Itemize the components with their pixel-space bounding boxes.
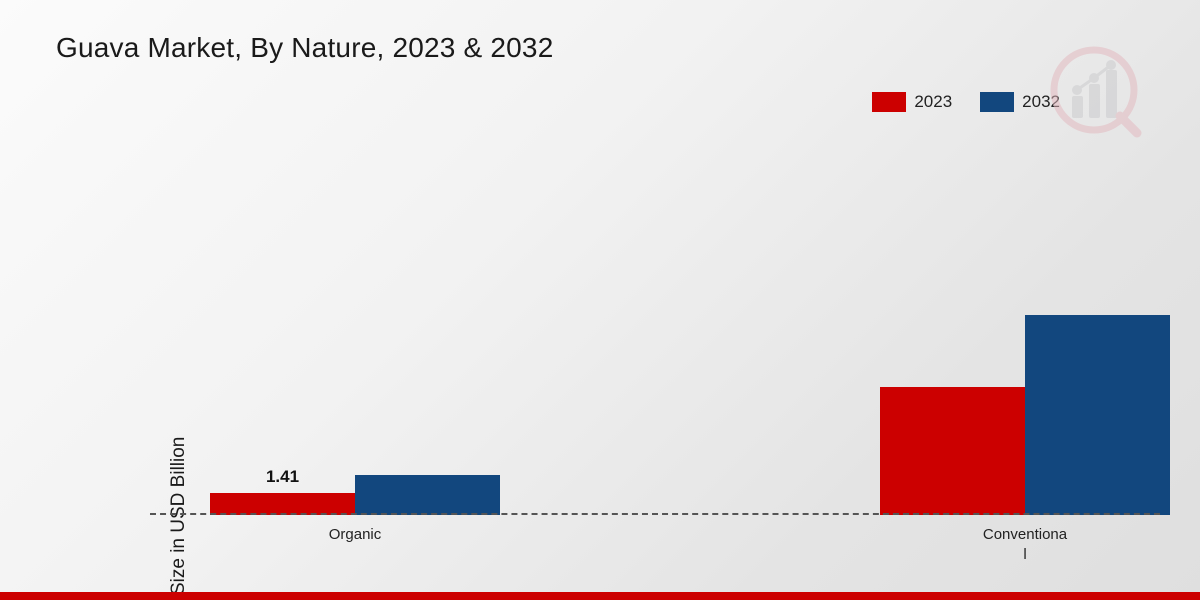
bar-value-organic-2023: 1.41 [210,467,355,487]
bar-conventional-2032[interactable] [1025,315,1170,515]
category-group-organic: 1.41 Organic [210,475,500,515]
watermark-logo-icon [1042,38,1152,148]
bottom-accent-stripe [0,592,1200,600]
bar-conventional-2023[interactable] [880,387,1025,515]
legend-item-2023[interactable]: 2023 [872,92,952,112]
legend-label-2023: 2023 [914,92,952,112]
category-label-conventional: Conventiona l [880,525,1170,564]
category-label-organic: Organic [210,525,500,545]
legend-swatch-2032 [980,92,1014,112]
baseline-gridline [150,513,1160,515]
chart-container: Guava Market, By Nature, 2023 & 2032 202… [0,0,1200,600]
bar-organic-2032[interactable] [355,475,500,515]
y-axis-label: Market Size in USD Billion [168,395,198,600]
legend-swatch-2023 [872,92,906,112]
chart-legend: 2023 2032 [872,92,1060,112]
chart-title: Guava Market, By Nature, 2023 & 2032 [56,32,553,64]
category-group-conventional: Conventiona l [880,315,1170,515]
bar-organic-2023[interactable]: 1.41 [210,493,355,515]
plot-area: Market Size in USD Billion 1.41 Organic … [150,210,1160,515]
